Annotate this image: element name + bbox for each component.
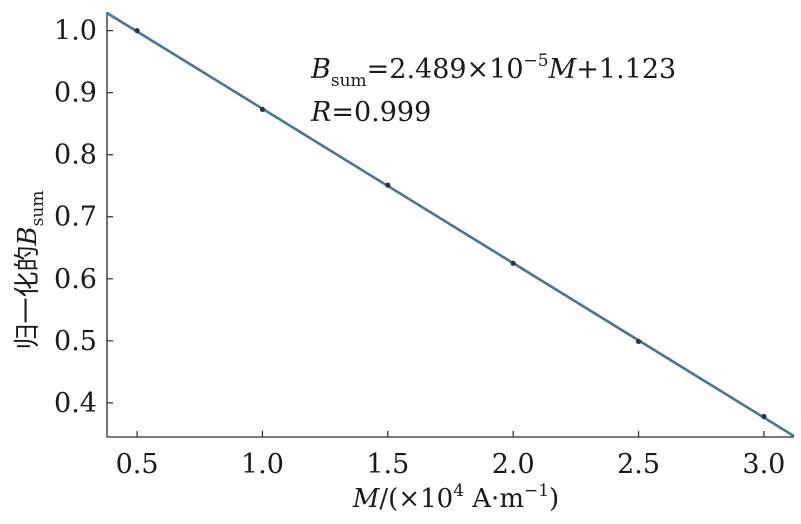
x-axis-unit-exp: −1 [524,481,549,501]
y-tick-label: 0.9 [54,78,97,109]
x-tick-labels: 0.5 1.0 1.5 2.0 2.5 3.0 [116,449,786,480]
x-axis-title: M/(×104 A·m−1) [352,481,559,514]
eq-intercept: +1.123 [576,54,676,85]
y-tick-label: 1.0 [54,16,97,47]
x-tick-label: 0.5 [116,449,159,480]
x-tick-label: 2.0 [492,449,535,480]
x-tick-label: 1.5 [366,449,409,480]
y-tick-label: 0.4 [54,388,97,419]
x-axis-unit: A·m [464,484,524,514]
annotation-equation: Bsum=2.489×10−5M+1.123 [310,51,676,91]
tick-marks [107,30,765,437]
data-point [385,182,391,188]
y-tick-label: 0.8 [54,140,97,171]
y-axis-text: 归一化的 [13,245,43,349]
plot-axes [106,12,794,438]
data-point [134,28,140,34]
y-tick-label: 0.7 [54,202,97,233]
y-axis-sub: sum [28,191,48,227]
eq-sub-sum: sum [331,71,367,91]
eq-coeff: =2.489×10 [367,54,524,85]
x-axis-var: M [352,484,381,514]
eq-exponent: −5 [524,51,549,71]
r-var: R [310,97,331,128]
data-point [761,413,767,420]
x-axis-pre: /(×10 [379,484,453,514]
x-tick-label: 2.5 [617,449,660,480]
data-point [510,260,516,266]
x-axis-close: ) [549,484,559,514]
annotation-r-value: R=0.999 [310,97,431,128]
r-value: =0.999 [331,97,431,128]
eq-var-b: B [310,54,331,85]
data-point [635,338,642,345]
y-axis-var: B [13,226,43,246]
y-tick-label: 0.5 [54,326,97,357]
y-tick-label: 0.6 [54,264,97,295]
x-tick-label: 3.0 [742,449,785,480]
data-point [259,106,266,113]
fit-line-layer [106,11,795,438]
x-tick-label: 1.0 [241,449,284,480]
y-axis-title: 归一化的Bsum [13,191,48,350]
data-points [134,28,767,420]
x-axis-exp: 4 [453,481,464,501]
y-tick-labels: 0.4 0.5 0.6 0.7 0.8 0.9 1.0 [54,16,97,419]
eq-var-m: M [548,54,578,85]
fit-line [106,11,795,438]
